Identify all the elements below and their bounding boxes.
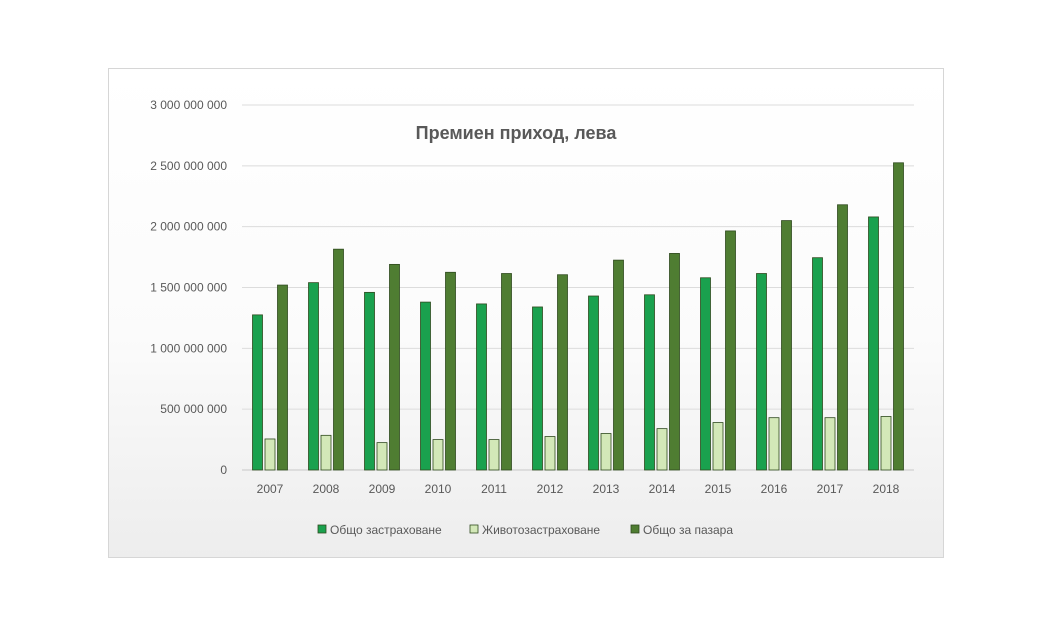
legend-swatch [469,524,479,534]
x-tick-label: 2012 [537,482,564,496]
bar-3-2017 [837,204,848,471]
x-axis-ticks: 2007 2008 2009 2010 2011 2012 2013 2014 2015 2016… [257,482,900,496]
bar-1-2010 [420,301,431,471]
bar-1-2011 [476,303,487,471]
bar-1-2018 [868,216,879,471]
bar-1-2007 [252,314,263,471]
bar-2-2017 [824,417,836,471]
x-tick-label: 2017 [817,482,844,496]
x-tick-label: 2008 [313,482,340,496]
bar-2-2018 [880,416,892,471]
y-tick-label: 1 000 000 000 [150,341,227,355]
bar-3-2011 [501,273,512,471]
x-tick-label: 2018 [873,482,900,496]
bar-3-2016 [781,220,792,471]
grid-lines [242,104,914,471]
y-tick-label: 0 [220,463,227,477]
bar-2-2015 [712,422,724,471]
bar-3-2009 [389,263,400,471]
bar-1-2008 [308,282,319,471]
bar-1-2009 [364,291,375,471]
chart-area: 0 500 000 000 1 000 000 000 1 500 000 000 2 … [108,68,944,558]
x-tick-label: 2015 [705,482,732,496]
x-tick-label: 2011 [481,482,507,496]
bar-chart: 0 500 000 000 1 000 000 000 1 500 000 000 2 … [150,98,914,537]
legend-label: Животозастраховане [482,523,600,537]
y-tick-label: 1 500 000 000 [150,281,227,295]
x-tick-label: 2009 [369,482,396,496]
x-tick-label: 2016 [761,482,788,496]
legend-label: Общо за пазара [643,523,733,537]
bar-2-2013 [600,433,612,471]
bar-3-2010 [445,271,456,471]
bar-2-2008 [320,434,332,471]
y-axis-ticks: 0 500 000 000 1 000 000 000 1 500 000 000 2 … [150,98,227,477]
y-tick-label: 3 000 000 000 [150,98,227,112]
x-tick-label: 2007 [257,482,284,496]
x-tick-label: 2010 [425,482,452,496]
bar-2-2010 [432,439,444,471]
bar-2-2016 [768,417,780,471]
x-tick-label: 2013 [593,482,620,496]
legend-swatch [317,524,327,534]
bars [252,162,904,471]
bar-1-2012 [532,306,543,471]
bar-2-2007 [264,438,276,471]
bar-3-2012 [557,274,568,471]
legend-label: Общо застраховане [330,523,442,537]
bar-2-2012 [544,436,556,471]
y-tick-label: 2 000 000 000 [150,220,227,234]
bar-3-2015 [725,230,736,471]
x-tick-label: 2014 [649,482,676,496]
bar-2-2009 [376,442,388,471]
bar-1-2015 [700,277,711,471]
bar-3-2013 [613,259,624,471]
bar-2-2011 [488,439,500,471]
legend: Общо застраховане Животозастраховане Общо … [317,523,733,537]
bar-1-2016 [756,273,767,471]
bar-3-2018 [893,162,904,471]
bar-1-2017 [812,257,823,471]
legend-swatch [630,524,640,534]
y-tick-label: 2 500 000 000 [150,159,227,173]
bar-1-2013 [588,295,599,471]
bar-2-2014 [656,428,668,471]
bar-3-2014 [669,253,680,471]
bar-1-2014 [644,294,655,471]
y-tick-label: 500 000 000 [160,402,227,416]
bar-3-2007 [277,284,288,471]
bar-3-2008 [333,248,344,471]
chart-title: Премиен приход, лева [416,123,618,143]
